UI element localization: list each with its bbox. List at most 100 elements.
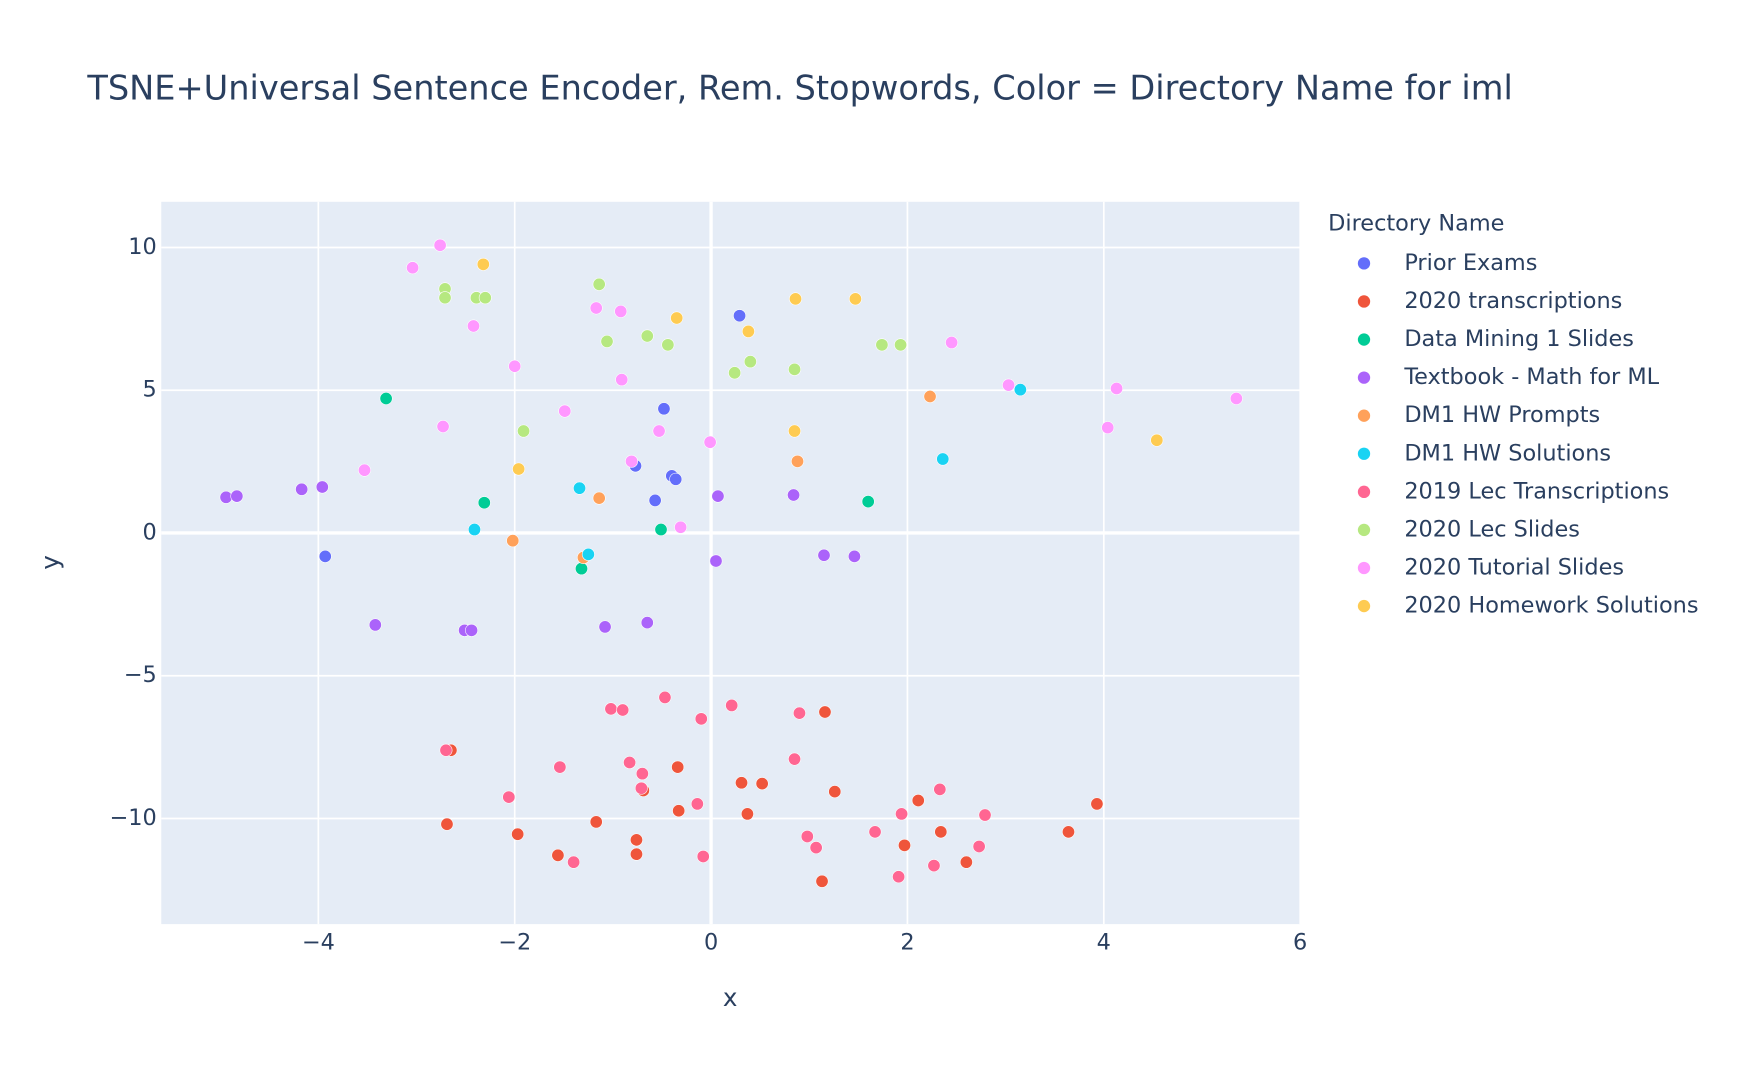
point (614, 304, 628, 318)
point (1002, 378, 1016, 392)
point (703, 435, 717, 449)
point (658, 690, 672, 704)
legend-marker[interactable] (1357, 409, 1371, 422)
legend-label[interactable]: Textbook - Math for ML (1403, 364, 1659, 390)
point (735, 776, 748, 790)
legend-marker[interactable] (1357, 333, 1371, 346)
grid: −4 −2 0 2 4 6 −10 −5 0 5 10 (110, 201, 1307, 956)
legend-label[interactable]: Data Mining 1 Slides (1404, 326, 1634, 352)
point (468, 523, 481, 536)
chart-title: TSNE+Universal Sentence Encoder, Rem. St… (86, 68, 1512, 107)
point (934, 825, 948, 839)
point (476, 257, 490, 271)
point (616, 703, 630, 717)
point (861, 495, 875, 509)
legend-label[interactable]: 2020 Lec Slides (1404, 516, 1580, 542)
point (1013, 383, 1027, 397)
point (558, 404, 572, 418)
point (972, 840, 986, 853)
point (1229, 392, 1243, 405)
point (800, 830, 814, 843)
point (927, 859, 941, 873)
point (358, 463, 371, 477)
point (315, 480, 329, 494)
point (478, 291, 492, 305)
point (743, 355, 757, 369)
point (502, 790, 516, 804)
point (661, 338, 675, 352)
legend-marker[interactable] (1357, 257, 1371, 270)
point (508, 359, 522, 373)
point (640, 616, 654, 630)
point (581, 547, 595, 561)
point (467, 319, 480, 333)
legend-marker[interactable] (1357, 371, 1371, 384)
point (894, 338, 908, 352)
point (788, 362, 801, 376)
point (1150, 433, 1164, 447)
point (295, 482, 309, 496)
point (1090, 797, 1104, 811)
point (788, 424, 801, 438)
point (725, 698, 739, 712)
point (1110, 382, 1124, 395)
point (674, 520, 688, 534)
legend-label[interactable]: 2020 Homework Solutions (1404, 593, 1698, 619)
point (741, 324, 755, 338)
point (789, 292, 802, 306)
y-tick-label: 5 (143, 377, 157, 403)
legend-marker[interactable] (1357, 295, 1371, 308)
x-tick-label: −2 (498, 930, 531, 956)
point (589, 815, 603, 829)
point (670, 311, 684, 325)
point (512, 462, 526, 476)
point (634, 781, 648, 795)
point (630, 847, 643, 861)
point (892, 870, 906, 884)
legend-marker[interactable] (1357, 561, 1371, 575)
legend-marker[interactable] (1357, 599, 1371, 613)
point (551, 848, 565, 862)
y-tick-label: −5 (124, 662, 157, 688)
point (598, 620, 612, 634)
point (379, 392, 393, 405)
point (828, 785, 842, 799)
point (600, 334, 614, 348)
legend-label[interactable]: DM1 HW Prompts (1404, 402, 1600, 428)
legend-label[interactable]: Prior Exams (1404, 250, 1537, 276)
point (657, 402, 671, 416)
point (755, 777, 769, 791)
point (318, 549, 332, 563)
legend-label[interactable]: DM1 HW Solutions (1404, 440, 1611, 466)
point (848, 292, 862, 306)
point (817, 548, 831, 562)
point (433, 238, 447, 252)
legend-marker[interactable] (1357, 447, 1371, 460)
point (1062, 825, 1075, 839)
point (219, 490, 233, 504)
point (615, 373, 629, 387)
y-tick-label: −10 (110, 805, 157, 831)
point (604, 702, 618, 716)
legend-label[interactable]: 2019 Lec Transcriptions (1404, 478, 1669, 504)
legend-marker[interactable] (1357, 485, 1371, 499)
point (911, 794, 925, 807)
point (517, 424, 530, 438)
point (809, 841, 823, 855)
point (945, 336, 959, 349)
point (506, 534, 520, 548)
point (728, 366, 742, 380)
point (671, 760, 685, 774)
legend-label[interactable]: 2020 Tutorial Slides (1404, 554, 1624, 580)
y-axis-title: y (36, 555, 65, 570)
x-tick-label: 0 (704, 930, 718, 956)
y-tick-label: 0 (143, 519, 157, 545)
point (696, 850, 710, 863)
legend-marker[interactable] (1357, 523, 1371, 537)
point (635, 767, 649, 781)
point (711, 489, 725, 503)
legend-label[interactable]: 2020 transcriptions (1404, 288, 1622, 314)
point (875, 338, 889, 352)
